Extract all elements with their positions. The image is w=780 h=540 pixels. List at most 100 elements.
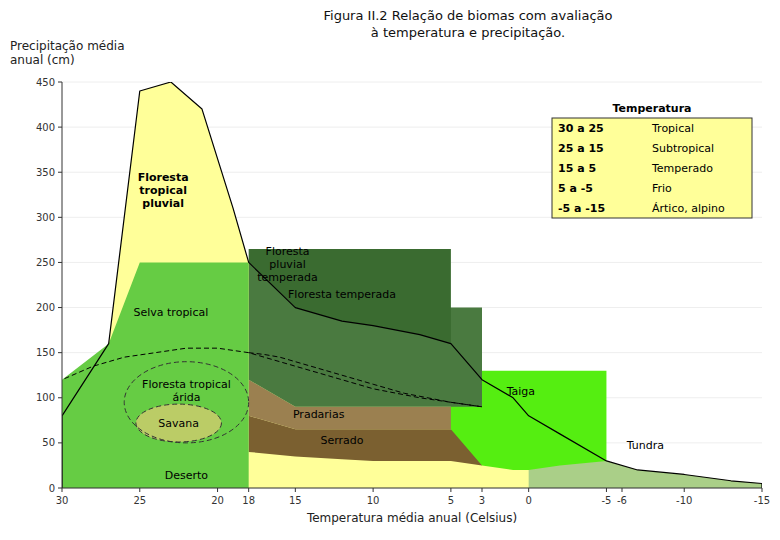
- text-line: anual (cm): [10, 53, 75, 67]
- biome-label: Pradarias: [293, 408, 345, 421]
- y-tick: [58, 262, 62, 263]
- x-tick-label: -6: [617, 495, 627, 506]
- x-axis-line: [62, 488, 762, 489]
- x-tick-label: 20: [211, 495, 224, 506]
- y-tick-label: 0: [49, 483, 55, 494]
- x-tick: [295, 488, 296, 492]
- text-line: pluvial: [269, 258, 305, 271]
- table-title: Temperatura: [612, 102, 691, 115]
- x-tick: [622, 488, 623, 492]
- text-line: Pradarias: [293, 408, 345, 421]
- biome-label: Florestatropicalpluvial: [138, 171, 189, 210]
- text-line: árida: [172, 391, 200, 404]
- biome-label: Savana: [158, 417, 199, 430]
- table-box: [552, 118, 752, 218]
- text-line: Floresta: [266, 245, 310, 258]
- y-tick: [58, 307, 62, 308]
- y-tick: [58, 172, 62, 173]
- y-tick: [58, 442, 62, 443]
- y-axis-label: Precipitação médiaanual (cm): [10, 39, 125, 67]
- x-axis-label: Temperatura média anual (Celsius): [306, 511, 517, 525]
- x-tick-label: 10: [367, 495, 380, 506]
- x-tick-label: -15: [754, 495, 770, 506]
- biome-label: Florestapluvialtemperada: [257, 245, 318, 284]
- outline: [62, 82, 762, 488]
- x-tick: [217, 488, 218, 492]
- x-tick-label: -10: [676, 495, 692, 506]
- biome-label: Taiga: [506, 384, 535, 397]
- text-line: Deserto: [165, 469, 209, 482]
- biome-label: Selva tropical: [134, 306, 209, 319]
- x-tick-label: 25: [133, 495, 146, 506]
- x-tick-label: -5: [601, 495, 611, 506]
- temperature-table: Temperatura30 a 25Tropical25 a 15Subtrop…: [552, 102, 752, 218]
- text-line: Floresta tropical: [142, 378, 231, 391]
- y-tick-label: 450: [36, 77, 55, 88]
- x-tick-label: 5: [448, 495, 454, 506]
- y-axis-line: [62, 82, 63, 488]
- y-tick-label: 200: [36, 302, 55, 313]
- y-tick-label: 150: [36, 347, 55, 358]
- text-line: Savana: [158, 417, 199, 430]
- biome-label: Tundra: [626, 438, 664, 451]
- x-tick: [606, 488, 607, 492]
- text-line: Floresta temperada: [288, 288, 396, 301]
- text-line: Floresta: [138, 171, 189, 184]
- x-tick-label: 0: [525, 495, 531, 506]
- x-tick-label: 30: [56, 495, 69, 506]
- y-tick: [58, 217, 62, 218]
- table-biome: Frio: [652, 182, 672, 195]
- grid: [62, 82, 762, 488]
- table-biome: Ártico, alpino: [652, 202, 725, 215]
- grid-line: [62, 488, 762, 489]
- y-tick: [58, 397, 62, 398]
- x-tick-label: 3: [479, 495, 485, 506]
- text-line: Tundra: [626, 438, 664, 451]
- x-tick: [62, 488, 63, 492]
- text-line: Taiga: [506, 384, 535, 397]
- boundary-line: [249, 353, 482, 407]
- table-range: 15 a 5: [558, 162, 596, 175]
- y-tick: [58, 82, 62, 83]
- table-range: -5 a -15: [558, 202, 605, 215]
- boundary-line: [62, 348, 249, 380]
- x-tick: [528, 488, 529, 492]
- y-tick: [58, 352, 62, 353]
- biome-label: Serrado: [320, 434, 363, 447]
- chart: 302520181510530-5-6-10-15050100150200250…: [0, 0, 780, 540]
- text-line: tropical: [139, 184, 187, 197]
- grid-line: [62, 82, 762, 83]
- text-line: Serrado: [320, 434, 363, 447]
- table-range: 30 a 25: [558, 122, 604, 135]
- x-tick: [482, 488, 483, 492]
- title: Figura II.2 Relação de biomas com avalia…: [323, 8, 612, 40]
- text-line: à temperatura e precipitação.: [371, 25, 565, 40]
- x-tick-label: 15: [289, 495, 302, 506]
- ellipse: [124, 362, 248, 443]
- table-biome: Temperado: [651, 162, 713, 175]
- biome-label: Deserto: [165, 469, 209, 482]
- biome-label: Floresta tropicalárida: [142, 378, 231, 404]
- plot-area: [62, 82, 762, 488]
- y-tick-label: 350: [36, 167, 55, 178]
- y-tick: [58, 488, 62, 489]
- x-tick-label: 18: [242, 495, 255, 506]
- text-line: temperada: [257, 271, 318, 284]
- ellipse: [136, 404, 222, 442]
- table-biome: Subtropical: [652, 142, 714, 155]
- y-tick-label: 50: [42, 437, 55, 448]
- x-tick: [684, 488, 685, 492]
- region: [249, 249, 451, 344]
- y-tick: [58, 127, 62, 128]
- x-tick: [762, 488, 763, 492]
- x-tick: [248, 488, 249, 492]
- axes: 302520181510530-5-6-10-15050100150200250…: [36, 77, 770, 507]
- region: [62, 82, 762, 488]
- boundary-line: [249, 353, 482, 407]
- x-tick: [139, 488, 140, 492]
- x-tick: [373, 488, 374, 492]
- table-range: 25 a 15: [558, 142, 604, 155]
- y-tick-label: 250: [36, 257, 55, 268]
- biome-label: Floresta temperada: [288, 288, 396, 301]
- y-tick-label: 100: [36, 392, 55, 403]
